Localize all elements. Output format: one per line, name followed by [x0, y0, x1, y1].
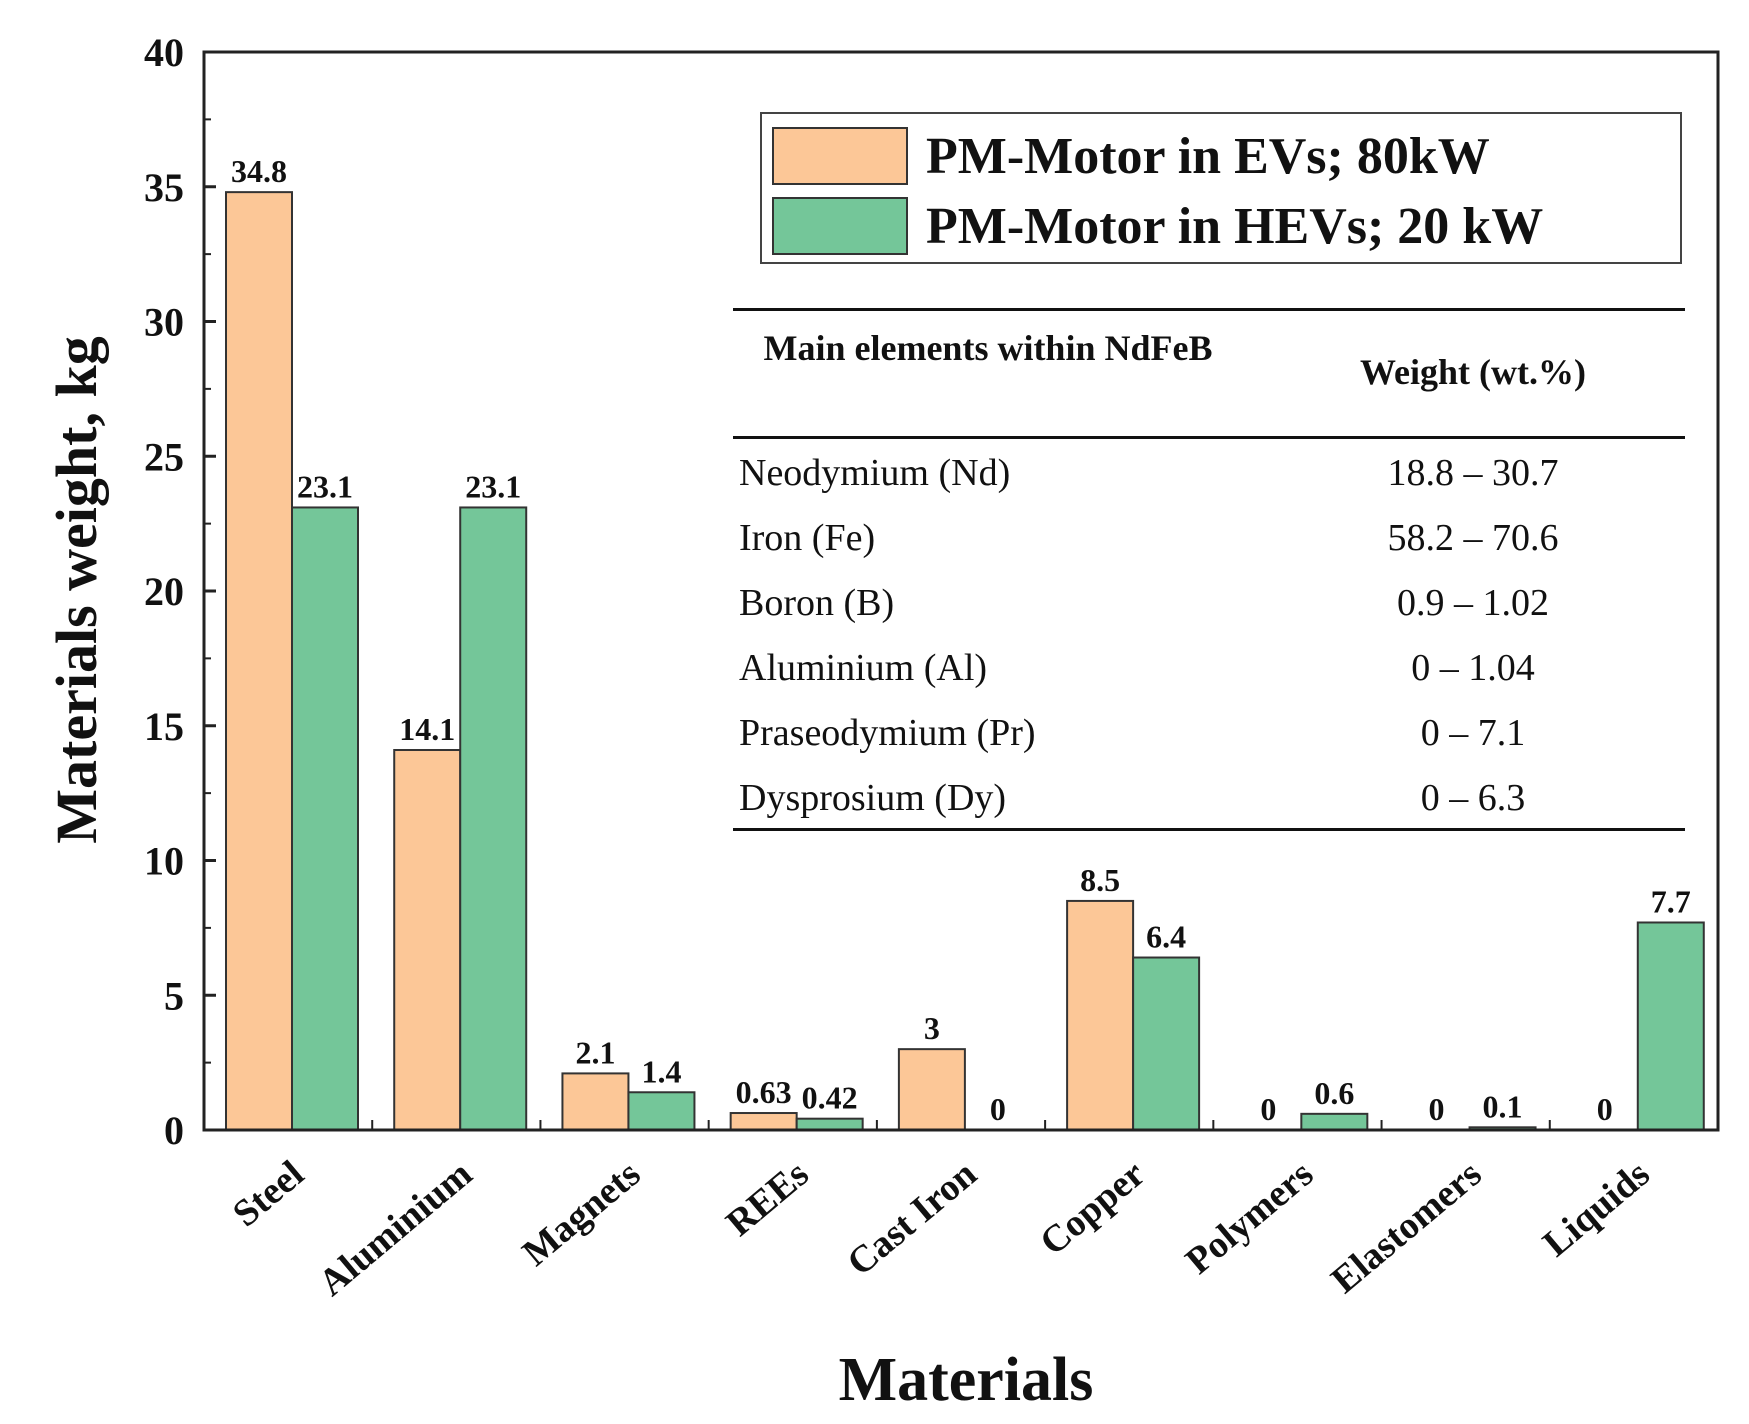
bar-evs — [1066, 899, 1135, 1131]
x-tick-label: Polymers — [1178, 1153, 1321, 1283]
x-tick-label: Elastomers — [1323, 1153, 1489, 1302]
data-label-evs: 2.1 — [575, 1034, 615, 1070]
bar-evs — [225, 191, 293, 1131]
table-cell-weight: 0 – 6.3 — [1420, 777, 1526, 819]
data-label-evs: 0.63 — [736, 1074, 792, 1110]
bar-hevs — [291, 506, 359, 1131]
legend-item-evs: PM-Motor in EVs; 80kW — [772, 126, 1490, 186]
y-tick-label: 15 — [144, 704, 184, 749]
data-label-hevs: 0 — [990, 1091, 1006, 1127]
x-tick-label: Copper — [1032, 1153, 1153, 1264]
legend-item-hevs: PM-Motor in HEVs; 20 kW — [772, 196, 1543, 256]
bar-hevs — [1300, 1112, 1369, 1131]
x-tick-label: Aluminium — [311, 1153, 480, 1305]
bar-evs — [897, 1048, 966, 1132]
data-label-evs: 3 — [924, 1010, 940, 1046]
table-cell-element: Boron (B) — [739, 582, 895, 624]
x-tick-label: Cast Iron — [839, 1153, 984, 1284]
table-bottom-rule — [733, 828, 1685, 831]
table-cell-element: Dysprosium (Dy) — [739, 777, 1007, 819]
x-tick-label: Liquids — [1535, 1153, 1657, 1265]
data-label-evs: 0 — [1429, 1091, 1445, 1127]
y-tick-label: 0 — [164, 1108, 184, 1153]
y-tick-label: 10 — [144, 839, 184, 884]
data-label-evs: 34.8 — [231, 153, 287, 189]
data-label-hevs: 6.4 — [1146, 919, 1186, 955]
data-label-evs: 14.1 — [399, 711, 455, 747]
data-label-evs: 8.5 — [1080, 862, 1120, 898]
table-mid-rule — [733, 436, 1685, 439]
legend: PM-Motor in EVs; 80kW PM-Motor in HEVs; … — [760, 112, 1682, 264]
y-tick-label: 5 — [164, 973, 184, 1018]
table-cell-weight: 0 – 7.1 — [1420, 712, 1526, 754]
table-cell-element: Aluminium (Al) — [739, 647, 988, 689]
table-header-weight: Weight (wt.%) — [1360, 352, 1586, 392]
data-label-hevs: 0.1 — [1483, 1088, 1523, 1124]
y-tick-label: 25 — [144, 434, 184, 479]
bar-hevs — [795, 1117, 864, 1132]
legend-swatch-evs — [772, 127, 908, 185]
bar-hevs — [459, 506, 528, 1131]
table-cell-weight: 58.2 – 70.6 — [1387, 517, 1559, 559]
data-label-hevs: 7.7 — [1651, 883, 1691, 919]
bar-evs — [561, 1072, 630, 1132]
x-tick-label: Magnets — [515, 1153, 649, 1275]
bar-hevs — [627, 1091, 696, 1132]
bar-evs — [393, 749, 462, 1131]
table-cell-element: Praseodymium (Pr) — [739, 712, 1036, 754]
data-label-hevs: 0.42 — [802, 1080, 858, 1116]
bar-hevs — [1132, 956, 1201, 1132]
table-cell-element: Neodymium (Nd) — [739, 452, 1011, 494]
bar-hevs — [1636, 921, 1705, 1131]
data-label-hevs: 1.4 — [641, 1053, 681, 1089]
table-cell-weight: 0 – 1.04 — [1411, 647, 1535, 689]
x-tick-label: REEs — [718, 1153, 816, 1245]
data-label-evs: 0 — [1260, 1091, 1276, 1127]
y-tick-label: 35 — [144, 165, 184, 210]
x-axis-title: Materials — [839, 1346, 1094, 1414]
y-tick-label: 40 — [144, 30, 184, 75]
x-tick-label: Steel — [225, 1153, 312, 1235]
table-cell-weight: 0.9 – 1.02 — [1397, 582, 1549, 624]
data-label-hevs: 23.1 — [297, 468, 353, 504]
y-tick-label: 20 — [144, 569, 184, 614]
y-axis-title: Materials weight, kg — [44, 336, 109, 843]
table-header-element: Main elements within NdFeB — [763, 328, 1213, 368]
legend-label-evs: PM-Motor in EVs; 80kW — [926, 127, 1490, 185]
data-label-hevs: 23.1 — [465, 468, 521, 504]
data-label-hevs: 0.6 — [1314, 1075, 1354, 1111]
bar-evs — [729, 1112, 798, 1131]
table-cell-element: Iron (Fe) — [739, 517, 876, 559]
table-cell-weight: 18.8 – 30.7 — [1387, 452, 1559, 494]
legend-label-hevs: PM-Motor in HEVs; 20 kW — [926, 197, 1544, 255]
legend-swatch-hevs — [772, 197, 908, 255]
y-tick-label: 30 — [144, 300, 184, 345]
table-top-rule — [733, 308, 1685, 311]
data-label-evs: 0 — [1597, 1091, 1613, 1127]
